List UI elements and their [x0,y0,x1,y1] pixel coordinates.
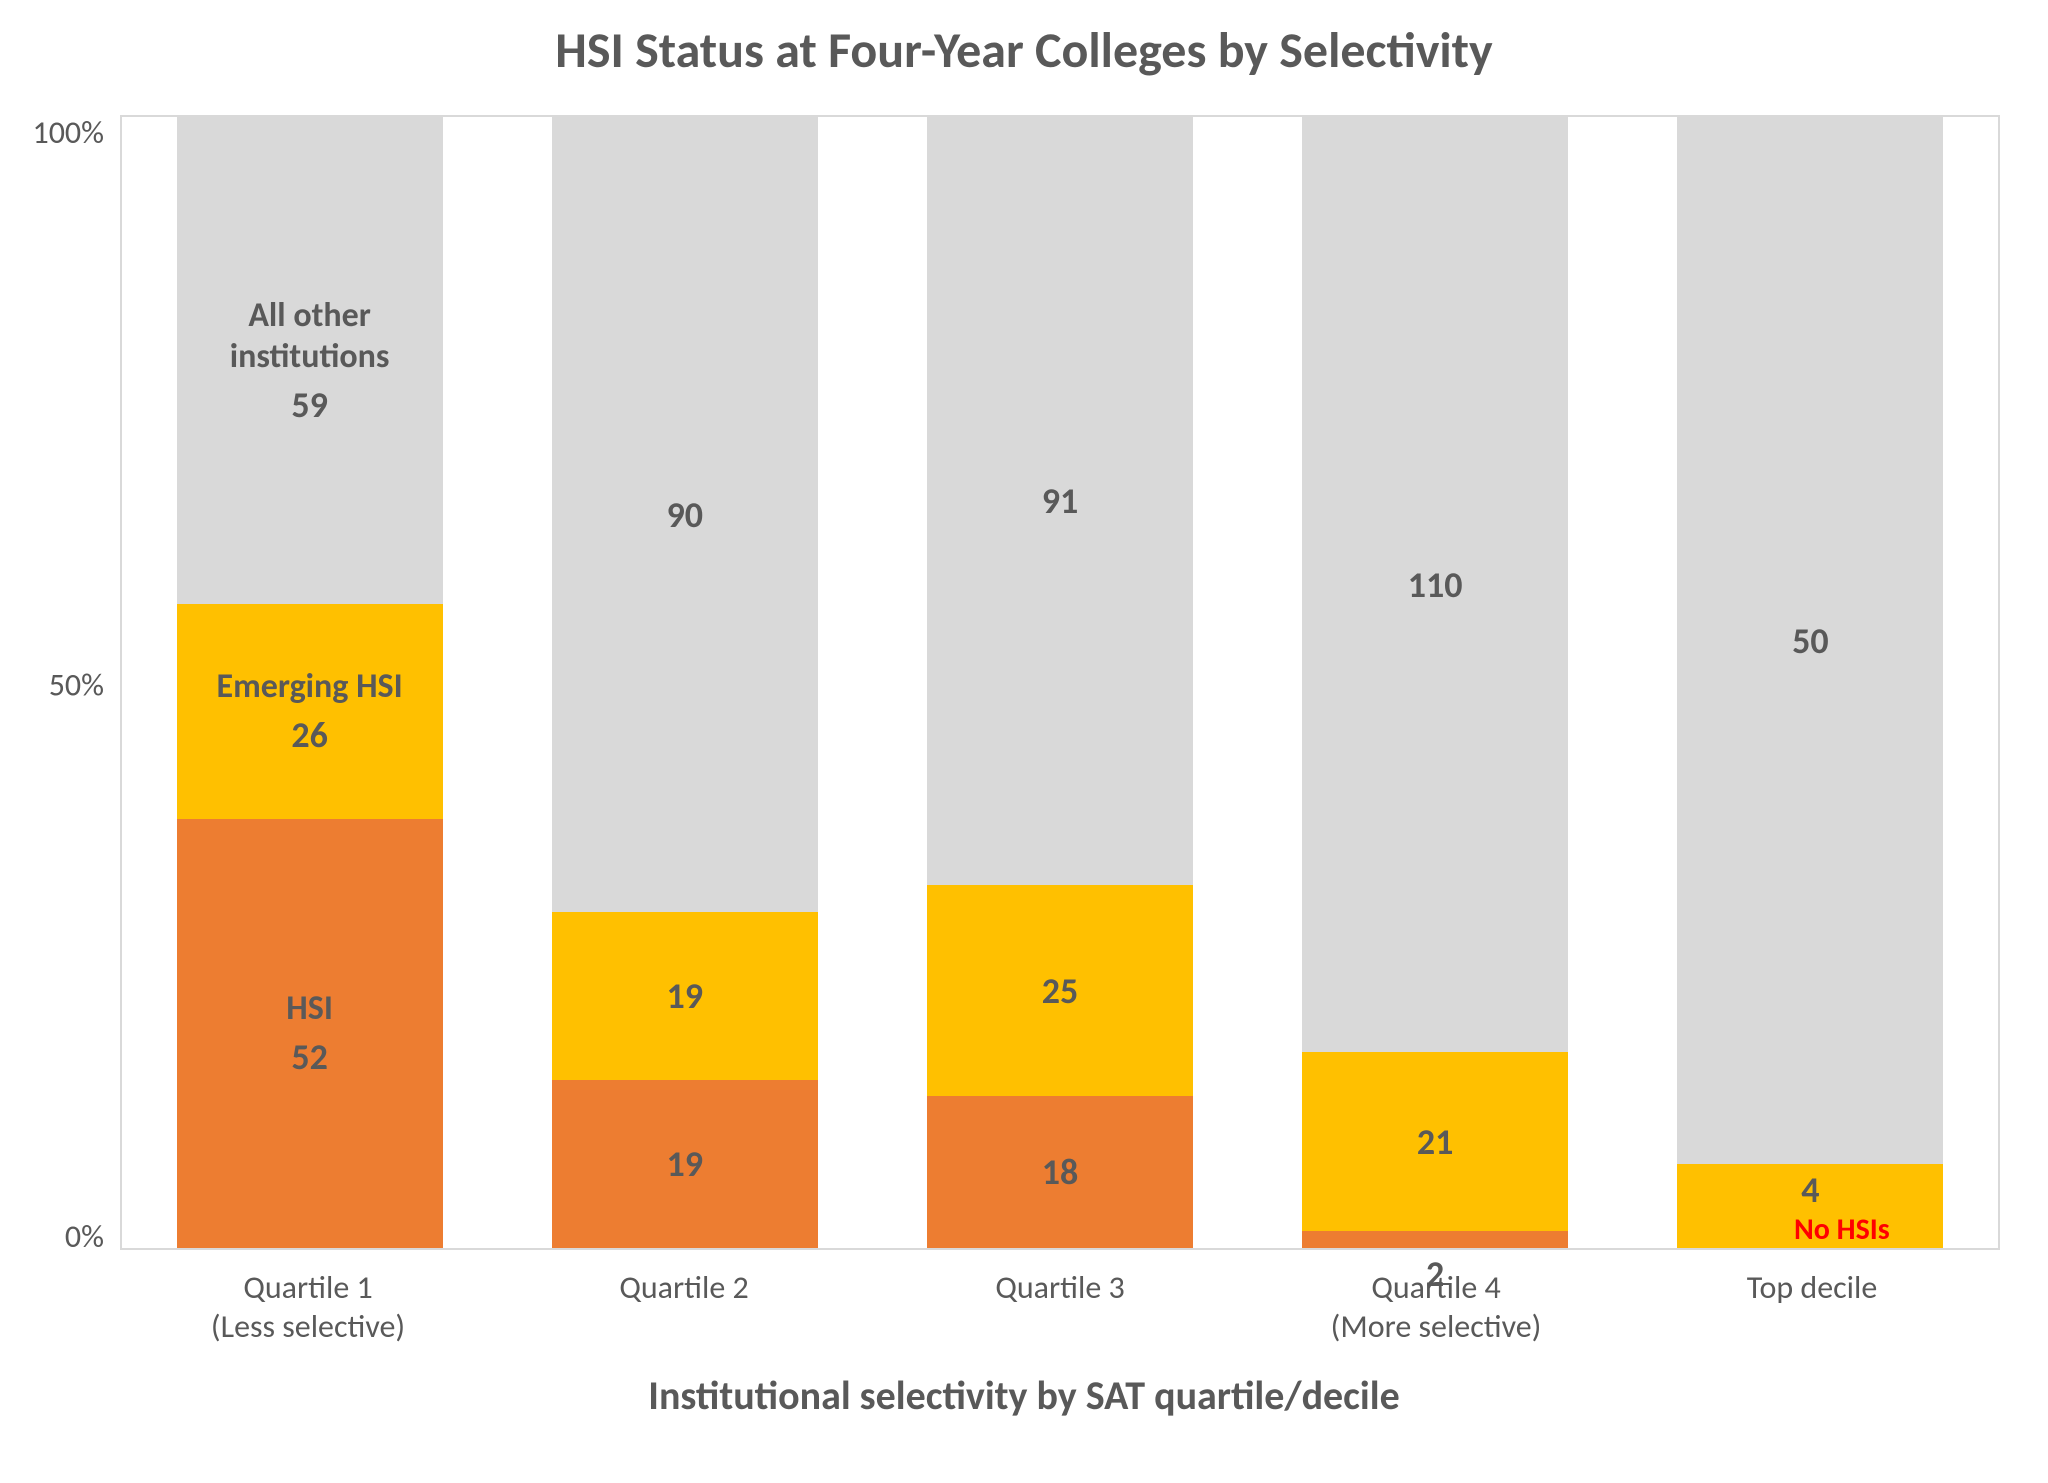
x-axis-category-labels: Quartile 1(Less selective)Quartile 2Quar… [120,1268,2000,1346]
bar: 90 19 19 [552,117,818,1248]
bar-segment-other: All other institutions 59 [177,117,443,604]
x-axis-category-label-line2: (Less selective) [120,1307,496,1346]
bar-segment-hsi: HSI 52 [177,819,443,1248]
x-axis-category-label: Quartile 2 [496,1268,872,1346]
x-axis-title: Institutional selectivity by SAT quartil… [0,1371,2048,1420]
bar-segment-hsi: 2 [1302,1231,1568,1248]
bar-value-label: 52 [291,1035,328,1079]
bar-value-label: 4 [1801,1168,1819,1212]
bar: All other institutions 59 Emerging HSI 26 HS… [177,117,443,1248]
bar: 110 21 2 [1302,117,1568,1248]
bar-segment-hsi: 19 [552,1080,818,1248]
x-axis-category-label-line1: Top decile [1624,1268,2000,1307]
chart-title: HSI Status at Four-Year Colleges by Sele… [0,20,2048,81]
bar: 91 25 18 [927,117,1193,1248]
x-axis-category-label: Quartile 4(More selective) [1248,1268,1624,1346]
plot-area: 0%50%100% All other institutions59Emergi… [120,115,2000,1250]
series-name-label: HSI [286,988,333,1029]
bar-segment-emerging: 25 [927,885,1193,1096]
x-axis-category-label: Top decile [1624,1268,2000,1346]
bar-value-label: 18 [1042,1150,1079,1194]
bar-segment-other: 91 [927,117,1193,885]
x-axis-category-label-line1: Quartile 3 [872,1268,1248,1307]
annotation-no-hsis: No HSIs [1794,1211,1890,1248]
bar-segment-emerging: Emerging HSI 26 [177,604,443,819]
bar-value-label: 59 [291,383,328,427]
x-axis-category-label-line1: Quartile 2 [496,1268,872,1307]
series-name-label: Emerging HSI [217,666,403,707]
bar-value-label: 91 [1042,479,1079,523]
bar-segment-emerging: 21 [1302,1052,1568,1231]
x-axis-category-label: Quartile 1(Less selective) [120,1268,496,1346]
y-axis-tick-label: 0% [65,1217,104,1256]
bar-value-label: 26 [291,713,328,757]
x-axis-category-label-line1: Quartile 4 [1248,1268,1624,1307]
y-axis-tick-label: 100% [32,113,104,152]
y-axis-tick-label: 50% [49,665,104,704]
bar-segment-other: 50 [1677,117,1943,1164]
x-axis-category-label-line2: (More selective) [1248,1307,1624,1346]
bar-segment-other: 110 [1302,117,1568,1052]
bar: 50 4 [1677,117,1943,1248]
bar-value-label: 110 [1408,563,1463,607]
bar-value-label: 25 [1042,969,1079,1013]
bar-value-label: 21 [1417,1120,1454,1164]
bar-value-label: 90 [667,493,704,537]
bars-row: All other institutions 59 Emerging HSI 26 HS… [122,117,1998,1248]
bar-value-label: 19 [667,1142,704,1186]
x-axis-category-label-line1: Quartile 1 [120,1268,496,1307]
chart-container: HSI Status at Four-Year Colleges by Sele… [0,0,2048,1483]
bar-value-label: 50 [1792,619,1829,663]
series-name-label: All other institutions [177,295,443,377]
bar-segment-hsi: 18 [927,1096,1193,1248]
bar-segment-other: 90 [552,117,818,912]
bar-value-label: 19 [667,974,704,1018]
bar-segment-emerging: 19 [552,912,818,1080]
x-axis-category-label: Quartile 3 [872,1268,1248,1346]
